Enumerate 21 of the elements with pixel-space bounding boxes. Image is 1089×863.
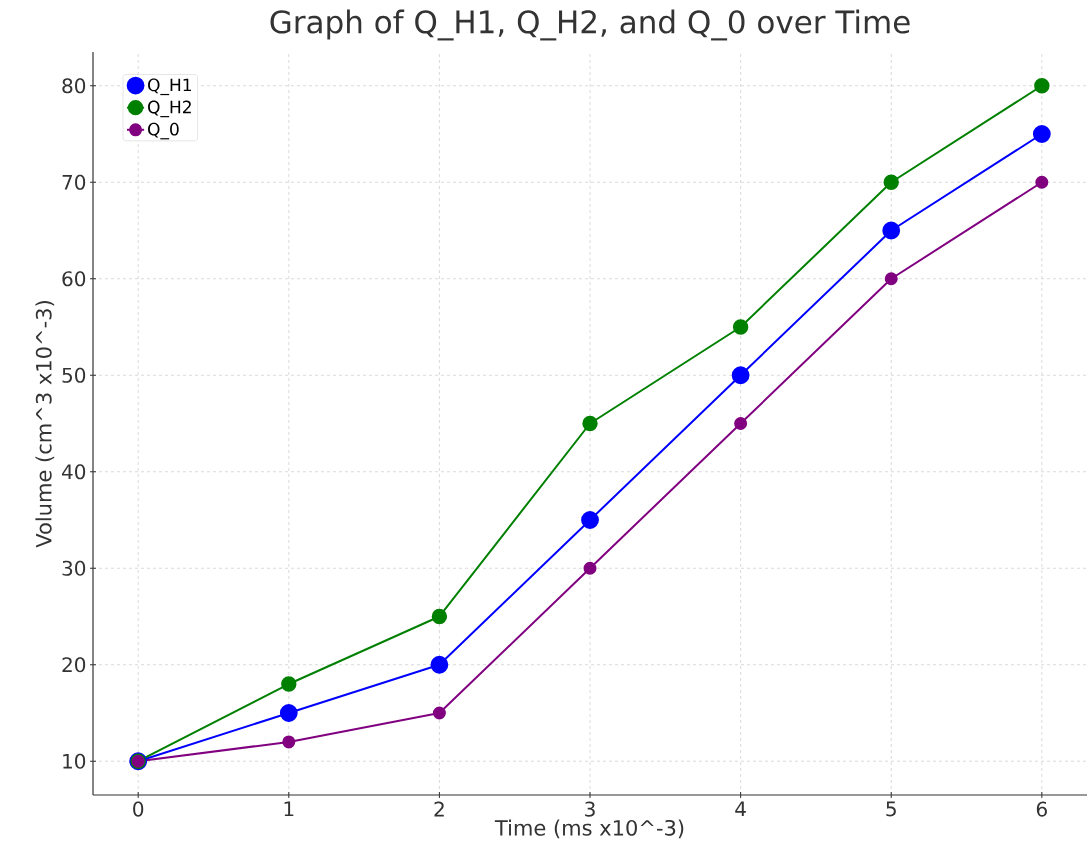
y-tick-label: 50	[62, 367, 86, 383]
x-axis-title: Time (ms x10^-3)	[494, 819, 684, 839]
x-tick-label: 4	[735, 801, 746, 817]
y-axis-title: Volume (cm^3 x10^-3)	[35, 301, 55, 548]
legend-label: Q_H1	[148, 78, 192, 96]
y-tick-label: 80	[62, 78, 86, 94]
x-tick-label: 2	[434, 801, 444, 817]
x-tick-label: 0	[133, 801, 144, 817]
legend-label: Q_H2	[148, 100, 191, 118]
y-tick-label: 60	[62, 271, 86, 287]
y-tick-label: 40	[61, 464, 86, 480]
y-tick-label: 30	[62, 560, 86, 576]
legend-label: Q_0	[148, 122, 179, 140]
x-tick-label: 1	[284, 801, 294, 817]
y-tick-label: 20	[62, 657, 86, 673]
x-tick-label: 3	[585, 801, 595, 817]
x-tick-label: 5	[886, 801, 896, 817]
y-tick-label: 10	[63, 753, 86, 769]
y-tick-label: 70	[62, 174, 86, 190]
chart-title: Graph of Q_H1, Q_H2, and Q_0 over Time	[270, 9, 910, 41]
x-tick-label: 6	[1036, 801, 1047, 817]
